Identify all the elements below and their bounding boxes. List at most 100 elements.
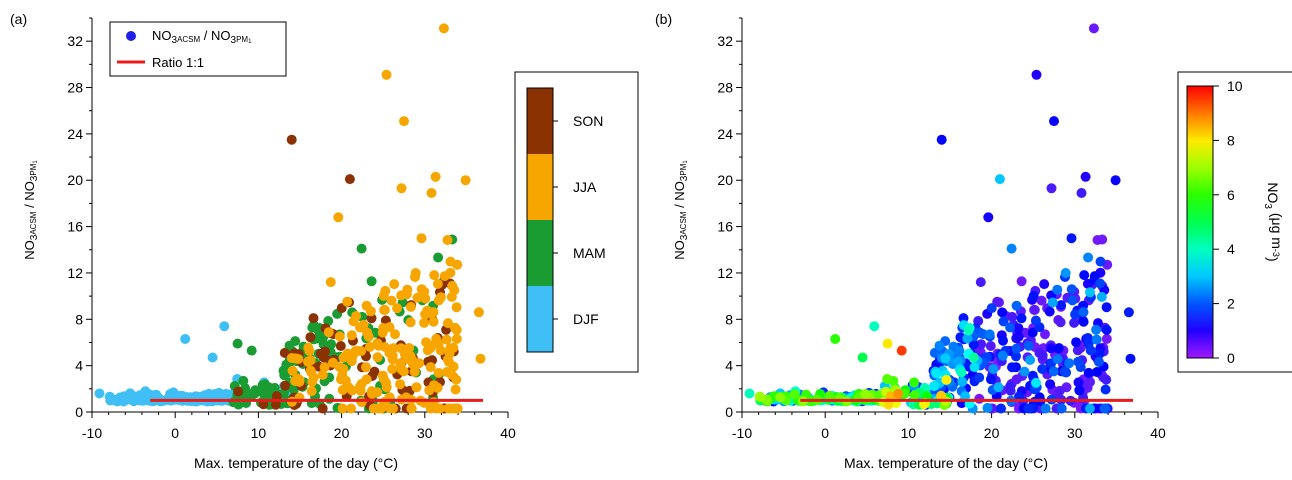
x-axis-title-a: Max. temperature of the day (°C) (194, 455, 398, 471)
data-point (287, 365, 298, 376)
data-point (233, 386, 244, 397)
data-point (896, 345, 907, 356)
data-point (1123, 307, 1134, 318)
data-point (1031, 377, 1041, 388)
data-point (416, 284, 427, 295)
data-point (1072, 345, 1083, 356)
data-point (308, 313, 319, 324)
data-point (1005, 381, 1016, 392)
data-point (138, 395, 148, 406)
data-point (1046, 343, 1056, 354)
data-point (963, 325, 974, 336)
data-point (443, 318, 453, 329)
data-point (369, 366, 380, 377)
y-tick-label-a: 28 (67, 80, 83, 96)
x-axis-title-b: Max. temperature of the day (°C) (844, 455, 1048, 471)
data-point (1011, 351, 1021, 362)
data-point (1006, 243, 1017, 254)
data-point (232, 338, 243, 349)
data-point (388, 403, 398, 414)
data-point (882, 374, 893, 384)
data-point (754, 391, 765, 402)
data-point (389, 279, 400, 290)
data-point (337, 403, 348, 414)
data-point (317, 369, 328, 380)
data-point (326, 339, 337, 350)
data-point (1023, 340, 1034, 351)
data-point (306, 386, 317, 397)
data-point (1079, 270, 1090, 281)
data-point (451, 374, 462, 385)
data-point (1019, 366, 1030, 377)
data-point (428, 316, 439, 327)
data-point (1005, 322, 1016, 333)
y-tick-label-a: 0 (75, 404, 83, 420)
data-point (1070, 309, 1081, 320)
data-point (110, 395, 121, 406)
data-point (286, 353, 297, 363)
data-point (1125, 353, 1136, 364)
data-point (305, 355, 316, 366)
data-point (960, 391, 971, 402)
data-point (378, 323, 389, 333)
data-point (320, 346, 330, 357)
data-point (931, 368, 942, 379)
data-point (259, 390, 270, 401)
data-point (1037, 350, 1048, 361)
data-point (1101, 324, 1112, 335)
colorbar-scale (1186, 85, 1214, 359)
data-point (968, 339, 979, 350)
y-tick-label-a: 32 (67, 33, 83, 49)
data-point (433, 367, 444, 378)
data-point (396, 183, 407, 194)
data-point (372, 352, 383, 363)
data-point (379, 304, 390, 315)
data-point (390, 329, 400, 340)
data-point (1091, 324, 1102, 335)
x-tick-label-a: 40 (500, 425, 516, 441)
data-point (428, 397, 439, 408)
data-point (958, 313, 969, 324)
x-tick-label-a: 20 (334, 425, 350, 441)
data-point (377, 370, 388, 381)
data-point (1091, 334, 1102, 345)
data-point (346, 403, 356, 414)
data-point (909, 377, 920, 388)
data-point (271, 391, 282, 402)
data-point (405, 351, 416, 362)
data-point (451, 324, 462, 335)
data-point (1052, 284, 1063, 295)
data-point (1066, 284, 1077, 295)
panel-label-b: (b) (655, 11, 672, 27)
data-point (984, 329, 995, 340)
data-point (1099, 403, 1110, 414)
data-point (441, 334, 452, 345)
data-point (1078, 316, 1089, 327)
data-point (1031, 69, 1042, 80)
data-point (305, 332, 316, 343)
data-point (775, 392, 786, 403)
data-point (1040, 329, 1050, 340)
data-point (376, 403, 387, 414)
data-point (1030, 315, 1041, 326)
data-point (346, 356, 357, 367)
data-point (1110, 175, 1121, 186)
data-point (424, 385, 435, 396)
colorbar-outline-a (526, 87, 554, 353)
data-point (1073, 377, 1084, 388)
y-tick-label-b: 24 (717, 126, 733, 142)
data-point (424, 308, 435, 319)
data-point (180, 334, 191, 344)
data-point (304, 345, 315, 356)
data-point (1085, 345, 1096, 356)
data-point (387, 364, 398, 374)
data-point (168, 387, 179, 398)
data-point (1085, 287, 1095, 298)
x-tick-label-b: 30 (1067, 425, 1083, 441)
data-point (364, 341, 375, 352)
data-point (882, 338, 893, 349)
colorbar-segment (527, 286, 553, 352)
data-point (368, 403, 379, 414)
data-point (1064, 358, 1075, 369)
